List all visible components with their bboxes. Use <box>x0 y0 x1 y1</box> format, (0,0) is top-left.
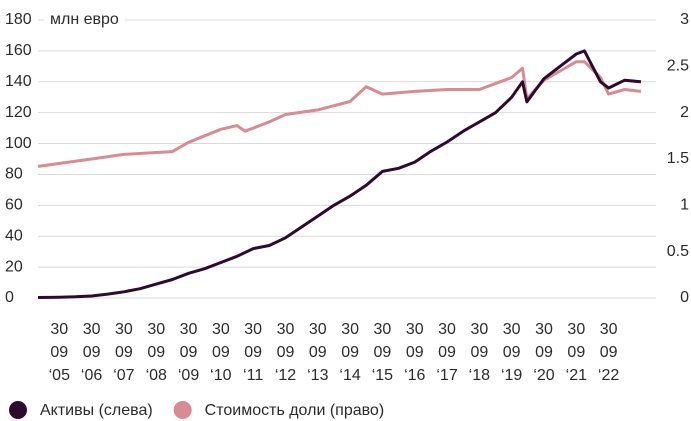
x-tick-label: 30 09 ‘10 <box>210 321 232 384</box>
x-tick-label: 30 09 ‘11 <box>243 321 264 384</box>
x-tick-label: 30 09 ‘13 <box>307 321 329 384</box>
x-tick-label: 30 09 ‘12 <box>274 321 297 384</box>
x-tick-label: 30 09 ‘19 <box>500 321 523 384</box>
y2-tick-label: 2 <box>680 104 689 121</box>
legend-marker <box>173 401 192 419</box>
series-line <box>37 49 642 299</box>
y2-tick-label: 3 <box>680 11 689 28</box>
x-tick-label: 30 09 ‘16 <box>404 321 426 384</box>
x-tick-label: 30 09 ‘14 <box>339 321 361 384</box>
y-tick-label: 120 <box>5 104 32 121</box>
x-tick-label: 30 09 ‘22 <box>597 321 620 384</box>
x-tick-label: 30 09 ‘08 <box>145 321 167 384</box>
y2-tick-label: 1 <box>680 197 689 214</box>
y-tick-label: 0 <box>5 289 14 306</box>
x-tick-label: 30 09 ‘06 <box>80 321 103 384</box>
y2-tick-label: 2.5 <box>667 58 689 75</box>
y2-tick-label: 0.5 <box>667 243 689 260</box>
x-tick-label: 30 09 ‘05 <box>48 321 70 384</box>
y-tick-label: 20 <box>5 258 23 275</box>
x-tick-label: 30 09 ‘20 <box>533 321 555 384</box>
y-tick-label: 40 <box>5 227 23 244</box>
annotation: млн евро <box>50 11 119 28</box>
series-line <box>37 60 642 168</box>
y-tick-label: 100 <box>5 135 32 152</box>
x-tick-label: 30 09 ‘18 <box>468 321 491 384</box>
y-tick-label: 180 <box>5 11 32 28</box>
y2-tick-label: 1.5 <box>667 150 689 167</box>
y-tick-label: 80 <box>5 166 23 183</box>
legend-marker <box>9 401 27 419</box>
x-tick-label: 30 09 ‘15 <box>371 321 394 384</box>
legend-label: Активы (слева) <box>40 402 153 419</box>
x-tick-label: 30 09 ‘21 <box>565 321 587 384</box>
x-tick-label: 30 09 ‘17 <box>436 321 458 384</box>
y-tick-label: 160 <box>5 42 32 59</box>
annotation-bg <box>44 11 125 29</box>
legend-label: Стоимость доли (право) <box>205 402 384 419</box>
x-tick-label: 30 09 ‘07 <box>113 321 135 384</box>
y-tick-label: 60 <box>5 197 23 214</box>
y2-tick-label: 0 <box>680 289 689 306</box>
x-tick-label: 30 09 ‘09 <box>177 321 200 384</box>
y-tick-label: 140 <box>5 73 32 90</box>
